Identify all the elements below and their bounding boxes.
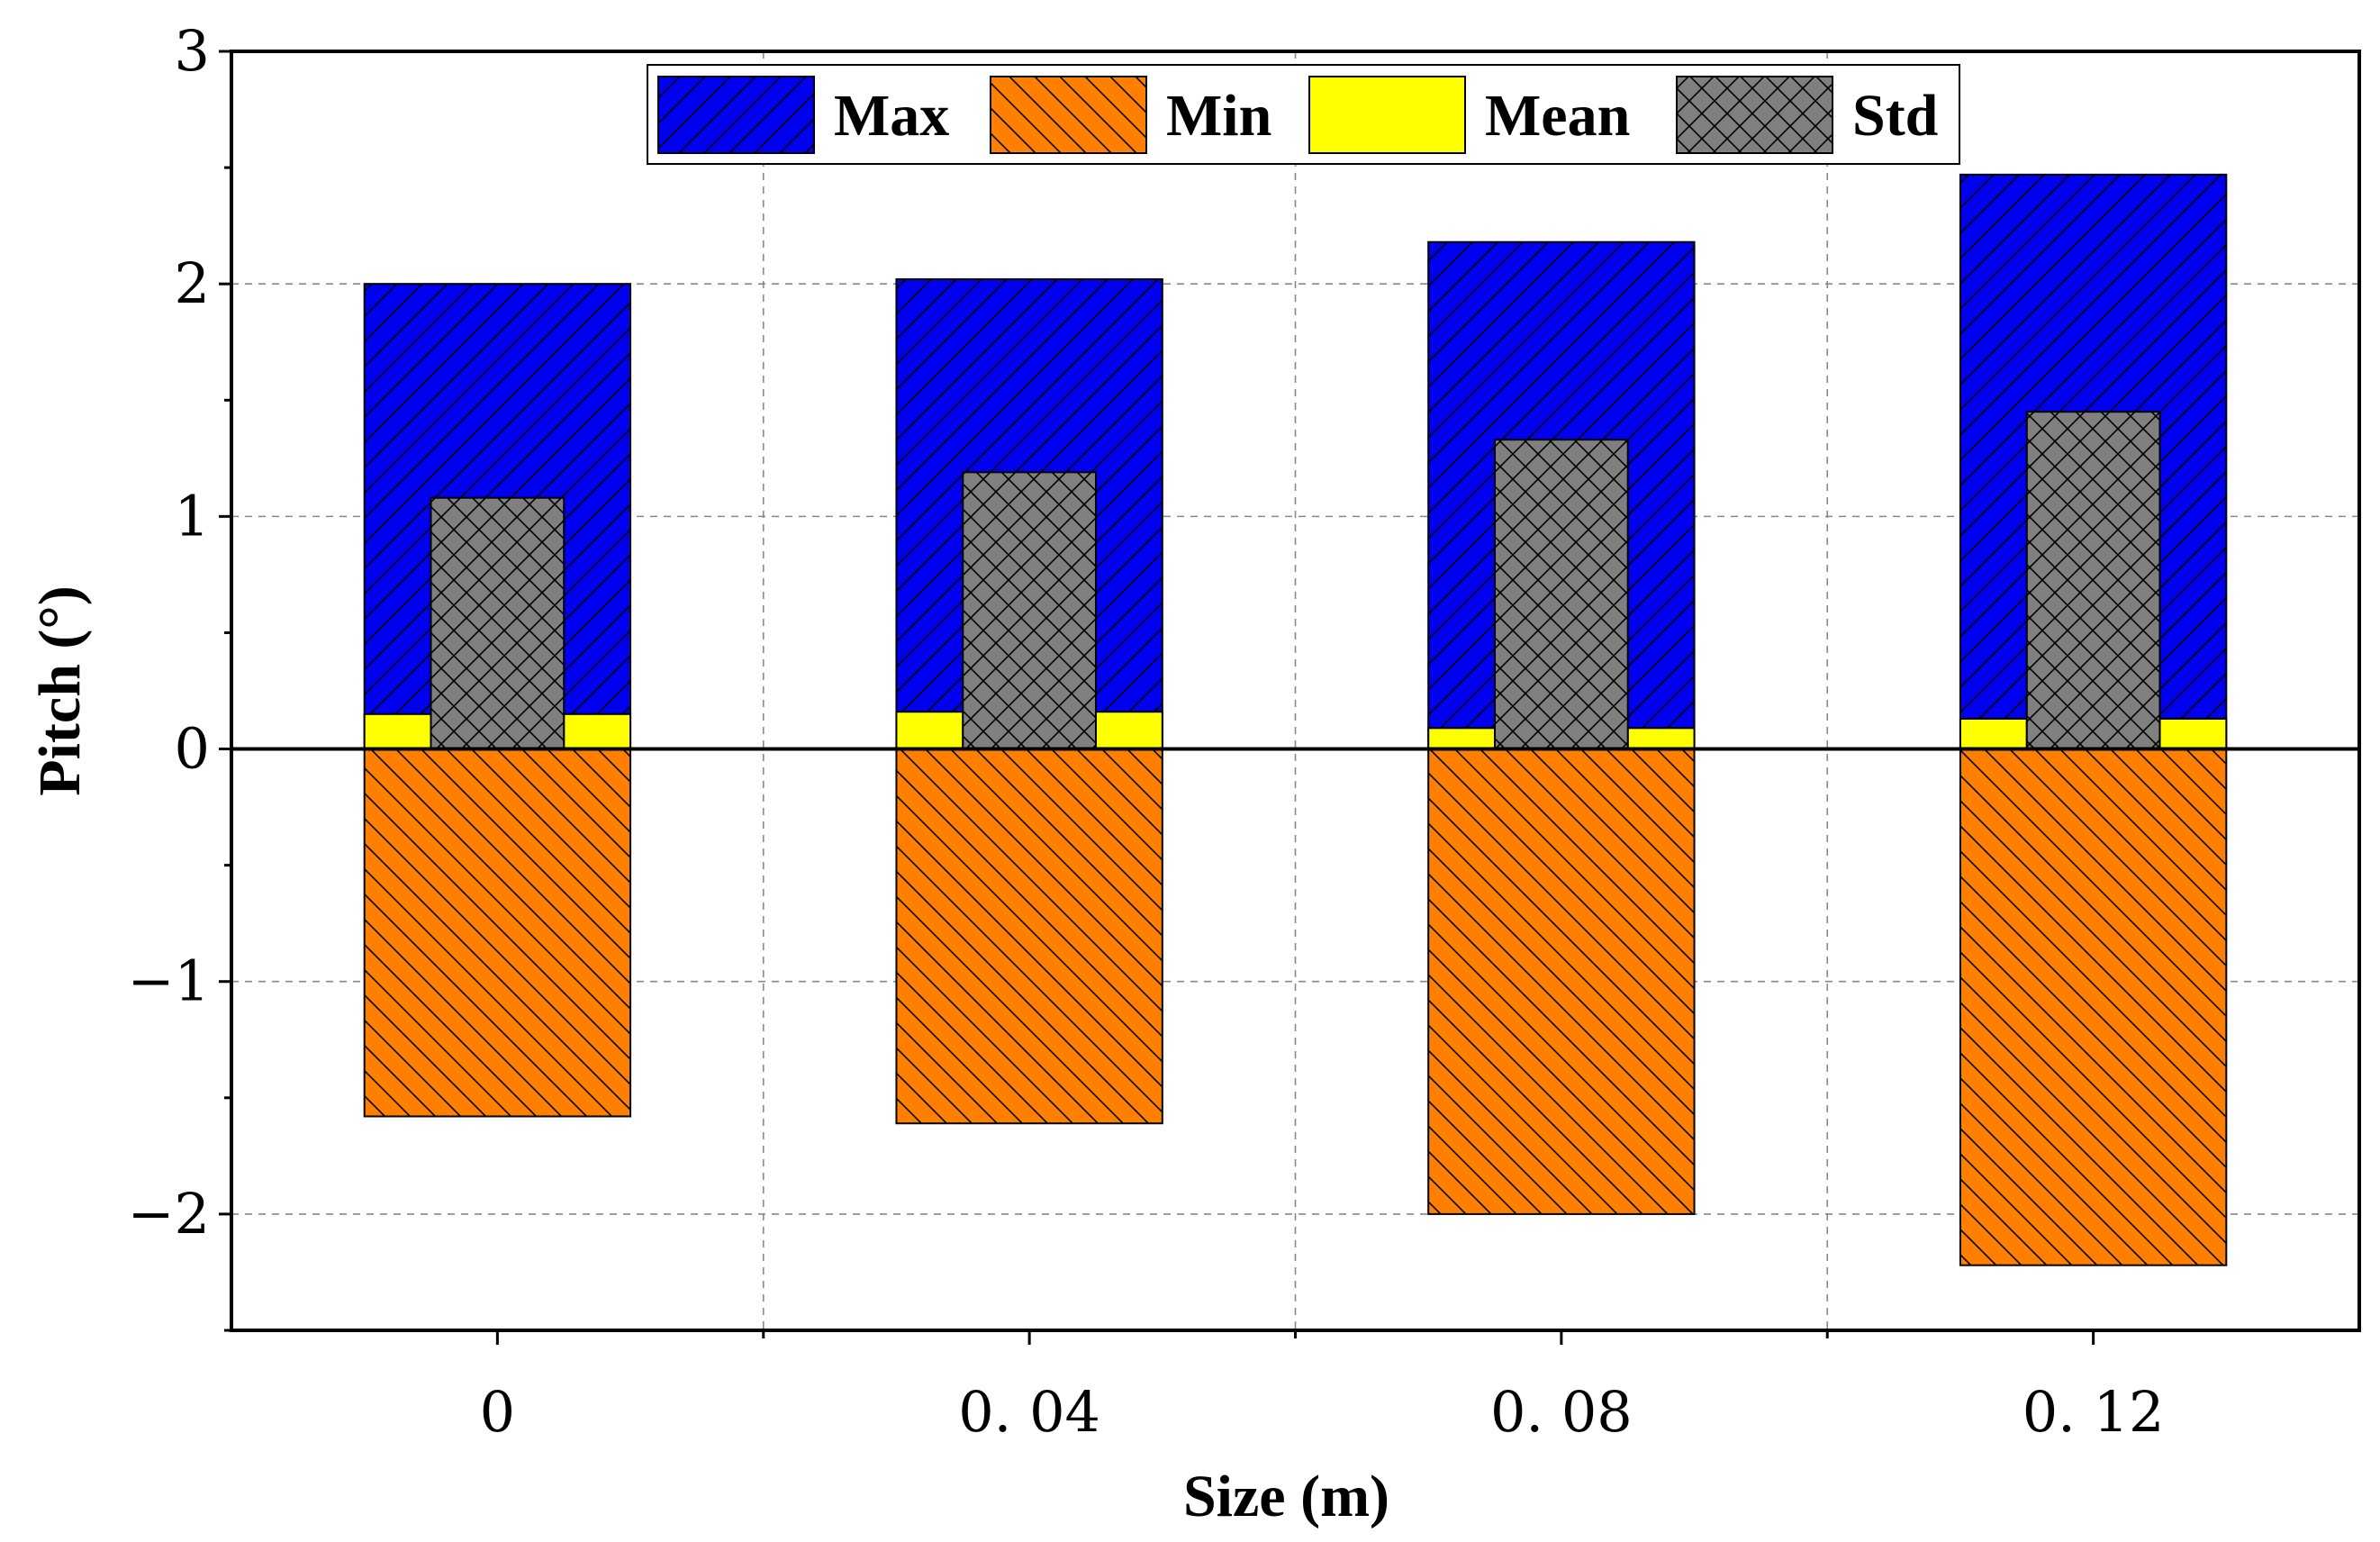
bar-min-hatch: [896, 748, 1163, 1124]
bars: [363, 173, 2228, 1266]
legend: Max Min Mean Std: [647, 64, 1960, 165]
bar-std-hatch: [430, 497, 565, 749]
legend-swatch-outline: [990, 76, 1147, 154]
bar-std-hatch: [1495, 440, 1628, 749]
legend-label-std: Std: [1852, 83, 1938, 149]
y-tick-label: 0: [175, 716, 210, 782]
legend-swatch-hatch: [991, 77, 1146, 153]
bar-mean-right: [1627, 728, 1695, 749]
y-tick-label: −1: [128, 948, 210, 1014]
bar-mean-left: [896, 712, 964, 749]
legend-label-mean: Mean: [1485, 83, 1630, 149]
y-axis-label: Pitch (°): [27, 585, 93, 795]
x-tick-label: 0. 12: [2023, 1379, 2165, 1445]
bar-std-hatch: [963, 472, 1096, 749]
ticks: −2 −1 0 1 2 3 0 0. 04 0. 08 0. 12: [128, 18, 2165, 1445]
bar-mean-right: [564, 713, 631, 749]
legend-swatch-mean: [1309, 77, 1465, 153]
legend-swatch-outline: [657, 76, 815, 154]
bar-std-hatch: [2026, 412, 2160, 749]
bar-mean-left: [1959, 718, 2027, 749]
y-tick-label: −2: [128, 1181, 210, 1247]
bar-mean-right: [2159, 718, 2227, 749]
bar-min-hatch: [1959, 748, 2227, 1265]
legend-swatch-hatch: [658, 77, 814, 153]
bar-min-hatch: [364, 748, 631, 1117]
legend-swatch-hatch: [1677, 77, 1833, 153]
x-tick-label: 0: [480, 1379, 515, 1445]
x-tick-label: 0. 04: [958, 1379, 1100, 1445]
legend-label-min: Min: [1166, 83, 1271, 149]
legend-swatch-outline: [1308, 76, 1466, 154]
bar-mean-left: [364, 713, 431, 749]
y-tick-label: 3: [175, 18, 210, 84]
x-axis-label: Size (m): [1183, 1464, 1389, 1529]
bar-min-hatch: [1428, 748, 1695, 1214]
y-tick-label: 2: [175, 250, 210, 316]
x-tick-label: 0. 08: [1490, 1379, 1633, 1445]
y-tick-label: 1: [175, 483, 210, 549]
bar-mean-left: [1428, 728, 1496, 749]
bar-mean-right: [1095, 712, 1163, 749]
legend-label-max: Max: [834, 83, 949, 149]
legend-swatch-outline: [1676, 76, 1833, 154]
